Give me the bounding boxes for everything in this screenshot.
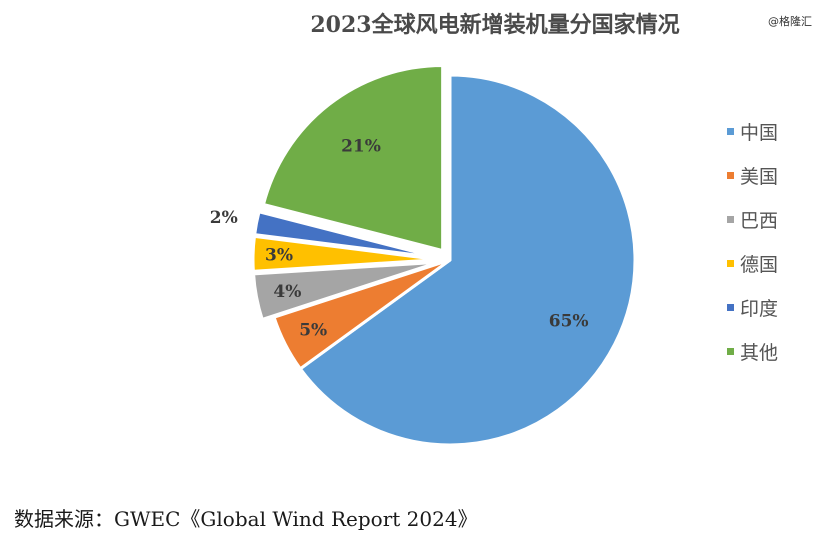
pie-slice-india (253, 210, 440, 260)
data-source-note: 数据来源：GWEC《Global Wind Report 2024》 (14, 507, 478, 531)
legend-label-china: 中国 (740, 122, 778, 144)
legend-swatch-india (727, 304, 734, 311)
watermark: @格隆汇 (768, 14, 812, 28)
legend-label-usa: 美国 (740, 166, 778, 188)
data-label-china: 65% (549, 311, 589, 331)
pie-slice-germany (251, 234, 440, 273)
pie-slice-other (261, 64, 445, 253)
chart-title: 2023全球风电新增装机量分国家情况 (310, 12, 679, 38)
pie-data-labels: 65% 5% 4% 3% 2% 21% (210, 136, 589, 340)
legend-label-other: 其他 (740, 342, 778, 364)
legend-swatch-other (727, 348, 734, 355)
pie-slices (251, 64, 637, 447)
data-label-brazil: 4% (273, 282, 301, 302)
legend-swatch-usa (727, 172, 734, 179)
legend-swatch-china (727, 128, 734, 135)
data-label-usa: 5% (299, 321, 327, 341)
data-label-other: 21% (341, 136, 381, 156)
legend-label-india: 印度 (740, 298, 778, 320)
legend-swatch-germany (727, 260, 734, 267)
pie-slice-china (298, 73, 637, 447)
pie-slice-usa (272, 258, 452, 371)
legend-label-germany: 德国 (740, 254, 778, 276)
legend-label-brazil: 巴西 (740, 210, 778, 232)
pie-slice-brazil (252, 260, 440, 321)
data-label-germany: 3% (265, 246, 293, 266)
data-label-india: 2% (210, 208, 238, 228)
legend-swatch-brazil (727, 216, 734, 223)
